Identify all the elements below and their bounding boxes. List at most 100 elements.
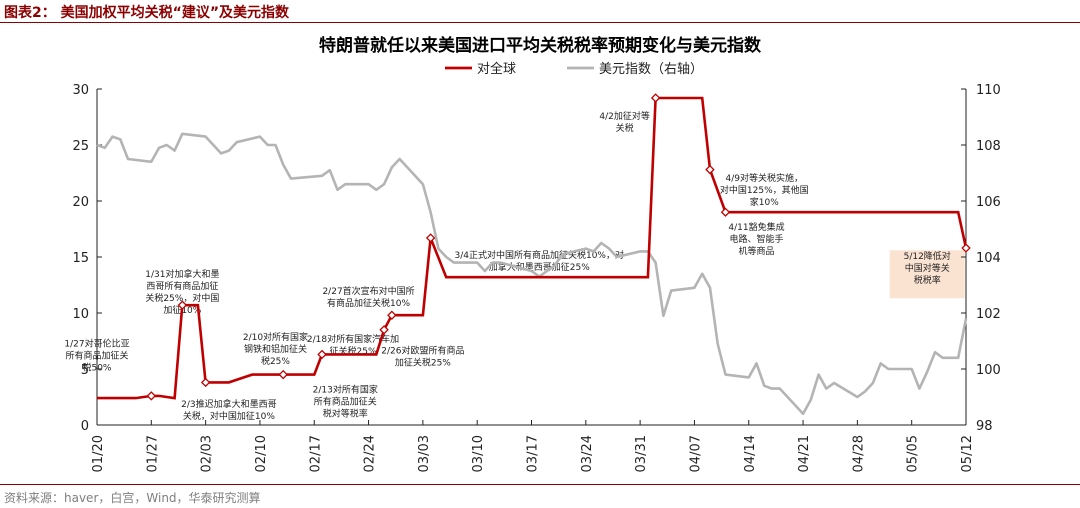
legend-label-global: 对全球: [477, 61, 516, 77]
source-note: 资料来源：haver，白宫，Wind，华泰研究测算: [4, 491, 261, 505]
x-tick-label: 02/03: [200, 435, 215, 472]
top-rule: [0, 22, 1080, 23]
y-right-tick-label: 100: [976, 363, 1001, 378]
event-annotation-line: 2/18对所有国家汽车加: [307, 333, 399, 345]
chart-title: 特朗普就任以来美国进口平均关税税率预期变化与美元指数: [319, 35, 762, 56]
tariff-event-marker: [317, 349, 327, 360]
y-right-tick-label: 106: [976, 195, 1001, 210]
axes-layer: 0 5 10 15 20 25 30 98 100 102 104 106 108 110 01/20 01/…: [72, 83, 1000, 472]
x-tick-label: 03/24: [580, 435, 595, 472]
y-right-tick-label: 98: [976, 419, 993, 434]
event-annotation-line: 税税率: [914, 274, 941, 286]
event-annotation-line: 4/11豁免集成: [728, 221, 784, 233]
event-annotation: 2/3推迟加拿大和墨西哥关税，对中国加征10%: [181, 398, 277, 422]
tariff-event-marker: [705, 164, 715, 175]
x-tick-label: 03/10: [471, 435, 486, 472]
tariff-event-marker: [720, 207, 731, 217]
event-annotation-line: 税25%: [261, 355, 290, 367]
x-tick-label: 03/17: [526, 435, 541, 472]
x-tick-label: 04/28: [851, 435, 866, 472]
tariff-event-marker: [425, 233, 436, 243]
event-annotation-line: 关税25%，对中国: [145, 292, 219, 304]
x-tick-label: 01/20: [91, 435, 106, 472]
x-tick-label: 04/14: [743, 435, 758, 472]
event-annotation: 2/13对所有国家所有商品加征关税对等税率: [313, 384, 378, 420]
x-tick-label: 03/03: [417, 435, 432, 472]
tariff-event-marker: [146, 391, 157, 401]
event-annotation-line: 中国对等关: [905, 262, 950, 274]
chart-legend: 对全球 美元指数（右轴）: [445, 61, 703, 77]
event-annotation: 4/11豁免集成电路、智能手机等商品: [728, 221, 784, 257]
y-right-tick-label: 110: [976, 83, 1001, 98]
event-annotation-line: 家10%: [750, 196, 779, 208]
event-annotation-line: 加拿大和墨西哥加征25%: [489, 261, 590, 273]
x-tick-label: 02/17: [308, 435, 323, 472]
tariff-event-marker: [387, 310, 397, 320]
y-right-tick-label: 104: [976, 251, 1001, 266]
y-left-tick-label: 20: [72, 195, 89, 210]
y-left-tick-label: 25: [72, 139, 89, 154]
x-tick-label: 04/07: [688, 435, 703, 472]
event-annotation-line: 税对等税率: [323, 408, 368, 420]
event-annotation-line: 5/12降低对: [904, 250, 951, 262]
y-right-tick-label: 108: [976, 139, 1001, 154]
x-tick-label: 05/05: [906, 435, 921, 472]
event-annotation-line: 机等商品: [739, 245, 775, 257]
event-annotation-line: 2/27首次宣布对中国所: [322, 285, 414, 297]
y-left-tick-label: 5: [81, 363, 89, 378]
event-annotation-line: 关税，对中国加征10%: [183, 410, 275, 422]
y-left-tick-label: 0: [81, 419, 89, 434]
figure-label: 图表2： 美国加权平均关税“建议”及美元指数: [4, 2, 289, 22]
event-annotation-line: 4/2加征对等: [599, 110, 650, 122]
event-annotation: 2/10对所有国家钢铁和铝加征关税25%: [243, 331, 308, 367]
event-annotation: 4/2加征对等关税: [599, 110, 650, 134]
series-layer: [96, 93, 971, 416]
event-annotation-line: 2/3推迟加拿大和墨西哥: [181, 398, 277, 410]
figure-number: 图表2：: [4, 5, 56, 21]
event-annotation-line: 电路、智能手: [730, 233, 784, 245]
event-annotation: 1/31对加拿大和墨西哥所有商品加征关税25%，对中国加征10%: [145, 268, 219, 316]
x-tick-label: 02/24: [363, 435, 378, 472]
global-tariff-line: [97, 96, 968, 400]
event-annotation-line: 关税: [616, 122, 634, 134]
annotation-layer: 1/27对哥伦比亚所有商品加征关税50%1/31对加拿大和墨西哥所有商品加征关税…: [64, 110, 965, 422]
bottom-rule: [0, 484, 1080, 485]
y-left-tick-label: 30: [72, 83, 89, 98]
legend-label-usd: 美元指数（右轴）: [599, 62, 703, 77]
x-tick-label: 04/21: [797, 435, 812, 472]
event-annotation-line: 加征关税25%: [395, 356, 451, 368]
event-annotation: 5/12降低对中国对等关税税率: [904, 250, 951, 286]
event-annotation-line: 西哥所有商品加征: [146, 280, 218, 292]
event-annotation: 3/4正式对中国所有商品加征关税10%，对加拿大和墨西哥加征25%: [455, 249, 625, 273]
event-annotation-line: 4/9对等关税实施，: [726, 172, 804, 184]
event-annotation-line: 对中国125%，其他国: [720, 184, 809, 196]
x-tick-label: 05/12: [960, 435, 975, 472]
tariff-event-marker: [961, 243, 971, 253]
tariff-event-marker: [200, 377, 211, 388]
event-annotation: 2/26对欧盟所有商品加征关税25%: [381, 344, 464, 368]
x-tick-label: 01/27: [145, 435, 160, 472]
x-tick-label: 02/10: [254, 435, 269, 472]
event-annotation-line: 所有商品加征关: [314, 396, 377, 408]
x-tick-label: 03/31: [634, 435, 649, 472]
figure-caption: 美国加权平均关税“建议”及美元指数: [60, 5, 290, 21]
tariff-event-marker: [278, 369, 288, 380]
event-annotation-line: 有商品加征关税10%: [327, 297, 410, 309]
tariff-event-marker: [177, 300, 188, 310]
event-annotation-line: 1/31对加拿大和墨: [145, 268, 219, 280]
event-annotation-line: 2/13对所有国家: [313, 384, 378, 396]
chart: 特朗普就任以来美国进口平均关税税率预期变化与美元指数 对全球 美元指数（右轴） 1…: [64, 35, 1000, 472]
event-annotation-line: 钢铁和铝加征关: [244, 343, 307, 355]
event-annotation-line: 2/26对欧盟所有商品: [381, 344, 464, 356]
event-annotation-line: 3/4正式对中国所有商品加征关税10%，对: [455, 249, 625, 261]
event-annotation: 4/9对等关税实施，对中国125%，其他国家10%: [720, 172, 809, 208]
tariff-event-marker: [379, 325, 389, 335]
y-left-tick-label: 10: [72, 307, 89, 322]
event-annotation-line: 2/10对所有国家: [243, 331, 308, 343]
y-right-tick-label: 102: [976, 307, 1001, 322]
tariff-event-marker: [650, 93, 661, 103]
usd-index-line: [96, 132, 968, 416]
event-annotation: 2/27首次宣布对中国所有商品加征关税10%: [322, 285, 414, 309]
y-left-tick-label: 15: [72, 251, 89, 266]
callout-box: [889, 250, 965, 299]
